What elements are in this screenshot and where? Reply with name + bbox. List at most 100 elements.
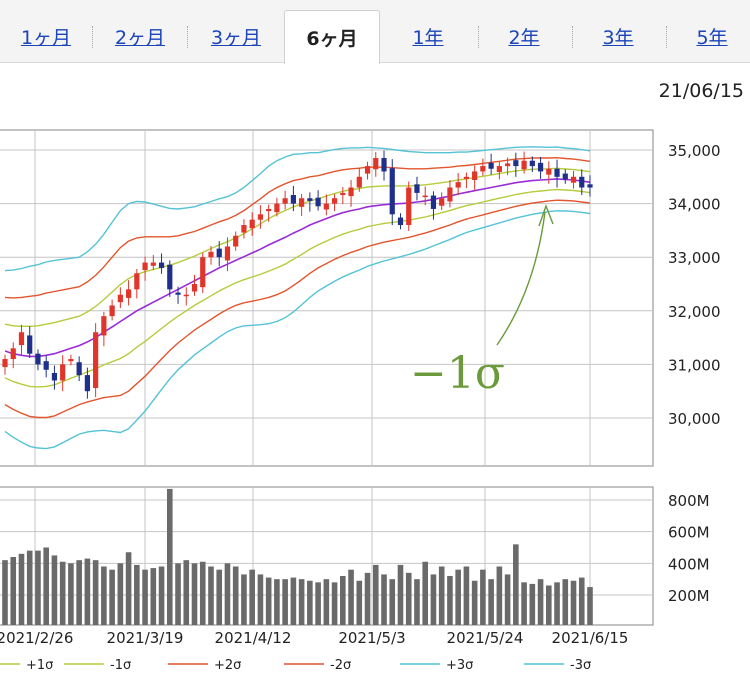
volume-bar bbox=[438, 566, 445, 625]
tab-separator bbox=[572, 26, 573, 48]
candle-body bbox=[290, 195, 296, 204]
candle-body bbox=[241, 225, 247, 233]
volume-bar bbox=[381, 574, 387, 625]
candle-body bbox=[373, 158, 379, 170]
candle-body bbox=[183, 294, 189, 297]
candle-body bbox=[93, 332, 99, 388]
volume-bar bbox=[323, 579, 330, 625]
volume-bar bbox=[529, 583, 536, 625]
volume-bar bbox=[150, 568, 157, 625]
volume-bar bbox=[447, 576, 453, 625]
volume-bar bbox=[191, 563, 198, 625]
candle-body bbox=[554, 168, 560, 177]
tab-5-years[interactable]: 5年 bbox=[696, 26, 728, 49]
volume-bar bbox=[290, 577, 297, 625]
volume-bar bbox=[10, 557, 17, 625]
volume-axis-label: 400M bbox=[668, 555, 710, 573]
candle-body bbox=[381, 158, 387, 172]
plus-1-sigma-line bbox=[4, 167, 591, 327]
candle-body bbox=[257, 214, 264, 220]
volume-bar bbox=[166, 488, 173, 625]
price-axis-label: 34,000 bbox=[668, 196, 721, 214]
volume-bar bbox=[2, 560, 8, 625]
tab-6-months[interactable]: 6ヶ月 bbox=[284, 10, 380, 64]
tab-3-months[interactable]: 3ヶ月 bbox=[210, 26, 262, 49]
candle-body bbox=[307, 198, 313, 201]
tab-3-years[interactable]: 3年 bbox=[602, 26, 634, 49]
price-axis-label: 33,000 bbox=[668, 249, 721, 267]
candle-body bbox=[51, 372, 58, 381]
tab-2-years[interactable]: 2年 bbox=[508, 26, 540, 49]
volume-bar bbox=[488, 579, 494, 625]
volume-bar bbox=[504, 574, 511, 625]
plus-3-sigma-line bbox=[4, 146, 591, 272]
tab-1-year[interactable]: 1年 bbox=[412, 26, 444, 49]
candle-body bbox=[356, 176, 362, 188]
candle-body bbox=[142, 262, 148, 271]
candle-body bbox=[76, 362, 82, 376]
legend-label: +3σ bbox=[446, 658, 473, 673]
tab-separator bbox=[92, 26, 93, 48]
candle-body bbox=[315, 197, 321, 207]
price-axis-label: 32,000 bbox=[668, 303, 721, 321]
volume-bar bbox=[26, 550, 33, 625]
volume-bar bbox=[578, 577, 585, 625]
date-axis-label: 2021/3/19 bbox=[107, 629, 184, 647]
candle-body bbox=[463, 176, 470, 179]
candle-body bbox=[125, 289, 132, 298]
candle-body bbox=[175, 292, 181, 295]
volume-bar bbox=[389, 579, 396, 625]
tab-2-months[interactable]: 2ヶ月 bbox=[114, 26, 166, 49]
candle-body bbox=[150, 262, 156, 266]
volume-bar bbox=[142, 569, 148, 625]
legend-label: -3σ bbox=[570, 658, 591, 673]
volume-bar bbox=[521, 582, 527, 625]
volume-bar bbox=[537, 579, 544, 625]
legend-label: -1σ bbox=[110, 658, 131, 673]
volume-bar bbox=[35, 550, 41, 625]
volume-bar bbox=[570, 580, 577, 625]
candle-body bbox=[562, 173, 568, 180]
minus-3-sigma-line bbox=[4, 210, 591, 450]
candle-body bbox=[208, 251, 214, 258]
candle-body bbox=[331, 198, 338, 204]
volume-bar bbox=[315, 582, 321, 625]
volume-axis-label: 200M bbox=[668, 587, 710, 605]
volume-bar bbox=[298, 579, 305, 625]
minus-1-sigma-annotation: −1σ bbox=[410, 348, 505, 399]
candle-body bbox=[266, 208, 272, 212]
candle-body bbox=[68, 359, 74, 362]
volume-bar bbox=[587, 587, 593, 625]
candle-body bbox=[282, 198, 288, 204]
candle-body bbox=[546, 168, 552, 175]
volume-bar bbox=[422, 561, 429, 625]
date-axis-label: 2021/5/3 bbox=[338, 629, 405, 647]
candle-body bbox=[299, 198, 305, 207]
volume-bar bbox=[208, 566, 214, 625]
volume-bar bbox=[274, 579, 280, 625]
candle-body bbox=[348, 187, 354, 197]
volume-bar bbox=[397, 564, 404, 625]
volume-bar bbox=[455, 569, 461, 625]
candle-body bbox=[480, 166, 486, 172]
candle-body bbox=[529, 160, 535, 167]
candle-body bbox=[249, 219, 255, 229]
tab-separator bbox=[666, 26, 667, 48]
candle-body bbox=[224, 246, 231, 261]
candle-body bbox=[397, 217, 404, 226]
volume-bar bbox=[546, 585, 552, 625]
volume-bar bbox=[282, 579, 288, 625]
volume-bar bbox=[249, 569, 255, 625]
volume-bar bbox=[356, 580, 363, 625]
tab-1-month[interactable]: 1ヶ月 bbox=[20, 26, 72, 49]
volume-bar bbox=[92, 560, 99, 625]
volume-bar bbox=[340, 576, 346, 625]
volume-bar bbox=[117, 563, 124, 625]
candle-body bbox=[587, 184, 593, 188]
volume-bar bbox=[224, 563, 231, 625]
volume-bar bbox=[59, 561, 66, 625]
period-tab-bar: 1ヶ月 2ヶ月 3ヶ月 6ヶ月 1年 2年 3年 5年 bbox=[0, 0, 750, 64]
volume-bar bbox=[513, 544, 519, 625]
candle-body bbox=[109, 305, 115, 317]
price-panel-frame bbox=[0, 129, 654, 467]
